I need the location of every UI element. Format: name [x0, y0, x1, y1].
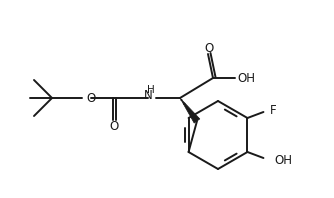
- Text: O: O: [110, 121, 119, 133]
- Text: N: N: [144, 89, 152, 102]
- Text: OH: OH: [237, 71, 255, 85]
- Text: O: O: [204, 42, 214, 54]
- Text: H: H: [147, 85, 155, 95]
- Text: OH: OH: [275, 153, 293, 167]
- Text: O: O: [86, 91, 95, 105]
- Text: F: F: [270, 104, 276, 116]
- Polygon shape: [180, 98, 200, 123]
